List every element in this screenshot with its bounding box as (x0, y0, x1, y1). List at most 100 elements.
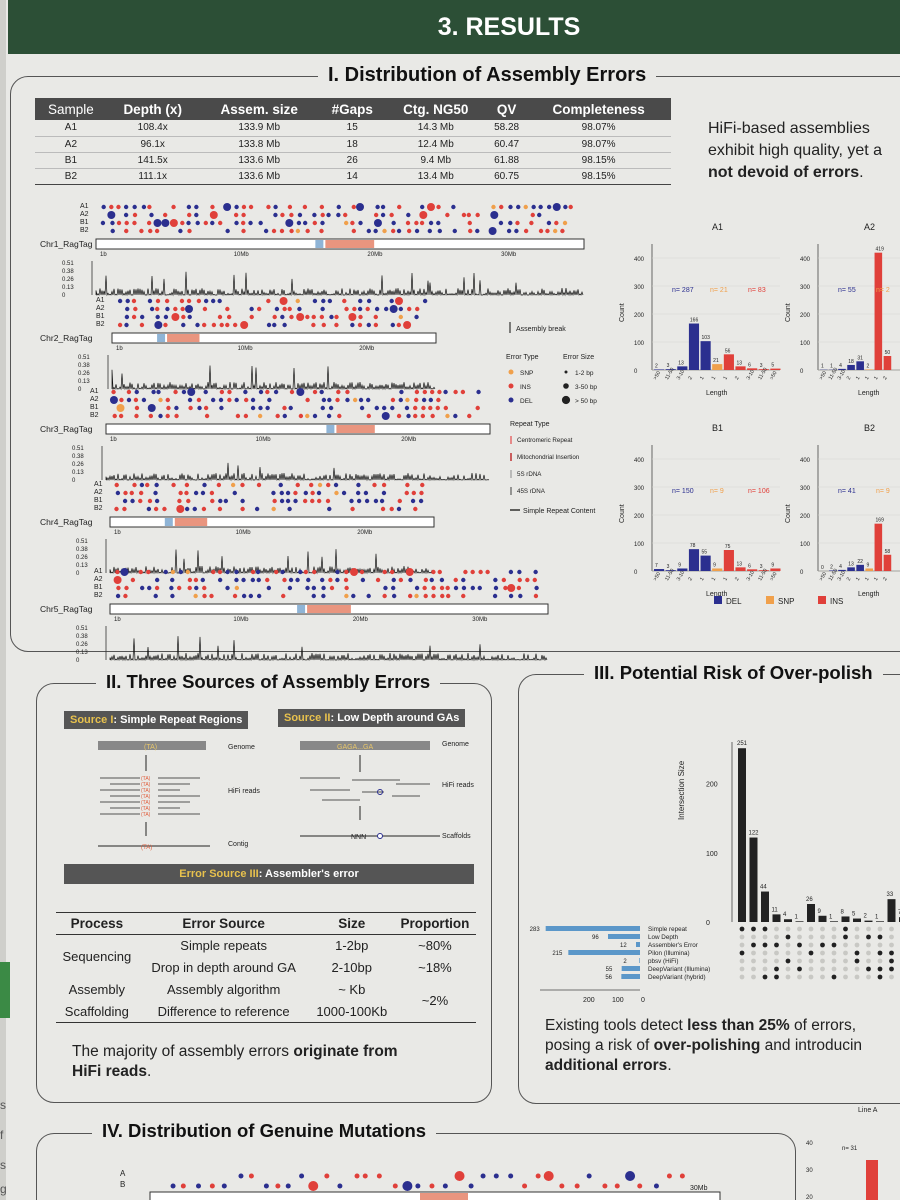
cell: ~18% (418, 960, 452, 975)
assembly-stats-table: Sample Depth (x) Assem. size #Gaps Ctg. NG50… (35, 98, 671, 185)
table-cell: 18 (319, 136, 385, 153)
corner-bar (866, 1160, 878, 1200)
table-row: A1 108.4x 133.9 Mb 15 14.3 Mb 58.28 98.07% (35, 120, 671, 137)
p3-bold: less than 25% (687, 1017, 790, 1034)
panel3-text: Existing tools detect less than 25% of e… (545, 1016, 900, 1076)
panel4-title: IV. Distribution of Genuine Mutations (92, 1120, 437, 1142)
side-glyph: g (0, 1182, 7, 1196)
table-cell: 60.47 (486, 136, 527, 153)
corner-annotation: n= 31 (842, 1146, 858, 1152)
table-cell: 141.5x (106, 152, 199, 169)
process-scaffolding: Scaffolding (64, 1003, 129, 1019)
section-header: 3. RESULTS (8, 0, 900, 54)
table-cell: 14.3 Mb (384, 120, 487, 137)
cell: 2-10bp (331, 960, 372, 975)
table-row: Sequencing Simple repeats 1-2bp ~80% (56, 935, 476, 964)
panel1-title: I. Distribution of Assembly Errors (318, 64, 657, 87)
table-row: B1 141.5x 133.6 Mb 26 9.4 Mb 61.88 98.15% (35, 152, 671, 169)
conclusion-end: . (146, 1063, 152, 1080)
table-cell: 26 (319, 152, 385, 169)
source1-label: Source I (70, 714, 114, 726)
source2-box: Source II: Low Depth around GAs (278, 709, 466, 727)
stats-header: Sample (35, 98, 107, 120)
table-cell: 98.07% (526, 120, 671, 137)
process-assembly: Assembly (68, 982, 126, 997)
table-cell: 9.4 Mb (384, 152, 487, 169)
panel3-title: III. Potential Risk of Over-polish (584, 662, 883, 684)
col-error-source: Error Source (137, 912, 310, 935)
table-cell: 61.88 (486, 152, 527, 169)
stats-header: Ctg. NG50 (384, 98, 487, 120)
source3-label: Error Source III (179, 868, 259, 880)
table-cell: 15 (319, 120, 385, 137)
summary-line1: HiFi-based assemblies (708, 120, 870, 137)
table-cell: 12.4 Mb (384, 136, 487, 153)
cell: 1-2bp (335, 938, 369, 954)
source3-desc: : Assembler's error (258, 868, 359, 880)
source1-box: Source I: Simple Repeat Regions (64, 711, 249, 729)
panel2-conclusion: The majority of assembly errors originat… (72, 1042, 482, 1082)
stats-header: Depth (x) (106, 98, 199, 120)
stats-header: Completeness (526, 98, 671, 120)
depth-ytick: 0 (76, 658, 80, 664)
table-row: Drop in depth around GA 2-10bp ~18% (56, 957, 476, 979)
table-cell: 133.6 Mb (198, 152, 320, 169)
cell: Simple repeats (180, 938, 268, 954)
table-row: A2 96.1x 133.8 Mb 18 12.4 Mb 60.47 98.07% (35, 136, 671, 153)
table-cell: 133.8 Mb (198, 136, 320, 153)
table-cell: 60.75 (486, 168, 527, 185)
merged-proportion: ~2% (421, 992, 449, 1008)
panel1-summary: HiFi-based assemblies exhibit high quali… (708, 118, 882, 184)
side-glyph: s (0, 1158, 6, 1172)
table-cell: 133.6 Mb (198, 168, 320, 185)
p3-text: Existing tools detect (545, 1017, 688, 1034)
table-cell: A1 (35, 120, 107, 137)
table-cell: 14 (319, 168, 385, 185)
cell: Drop in depth around GA (151, 960, 296, 975)
p3-text: of errors, (789, 1017, 857, 1034)
panel-three-sources (36, 683, 492, 1103)
table-cell: B1 (35, 152, 107, 169)
source1-desc: : Simple Repeat Regions (113, 714, 243, 726)
error-sources-table: Process Error Source Size Proportion Seq… (56, 912, 476, 1023)
corner-ytick: 30 (806, 1168, 813, 1174)
table-cell: 111.1x (106, 168, 199, 185)
table-cell: 58.28 (486, 120, 527, 137)
table-cell: B2 (35, 168, 107, 185)
table-row: B2 111.1x 133.6 Mb 14 13.4 Mb 60.75 98.15% (35, 168, 671, 185)
summary-end: . (859, 164, 864, 181)
summary-bold: not devoid of errors (708, 164, 860, 181)
conclusion-text: The majority of assembly errors (72, 1043, 290, 1060)
cell: Assembly algorithm (166, 982, 281, 997)
table-cell: 98.07% (526, 136, 671, 153)
table-row: Scaffolding Difference to reference 1000… (56, 1001, 476, 1023)
process-sequencing: Sequencing (62, 949, 132, 965)
source2-label: Source II (284, 712, 331, 724)
table-cell: 133.9 Mb (198, 120, 320, 137)
table-cell: 13.4 Mb (384, 168, 487, 185)
panel2-title: II. Three Sources of Assembly Errors (96, 671, 441, 693)
cell: Difference to reference (157, 1003, 290, 1019)
table-row: Assembly Assembly algorithm ~ Kb ~2% (56, 979, 476, 1008)
conclusion-bold2: HiFi reads (72, 1063, 147, 1080)
p3-text: posing a risk of (545, 1037, 654, 1054)
p3-text: and introducin (760, 1037, 863, 1054)
section-title: 3. RESULTS (437, 12, 581, 41)
conclusion-bold1: originate from (293, 1043, 398, 1060)
stats-header: Assem. size (198, 98, 320, 120)
table-cell: 98.15% (526, 152, 671, 169)
summary-line2: exhibit high quality, yet a (708, 142, 883, 159)
table-cell: 108.4x (106, 120, 199, 137)
left-edge-strip (0, 0, 6, 1200)
table-cell: 98.15% (526, 168, 671, 185)
p3-text: . (667, 1057, 672, 1074)
cell: 1000-100Kb (316, 1003, 388, 1019)
source2-desc: : Low Depth around GAs (330, 712, 460, 724)
corner-ytick: 20 (806, 1195, 813, 1200)
table-cell: 96.1x (106, 136, 199, 153)
p3-bold: additional errors (545, 1057, 668, 1074)
table-cell: A2 (35, 136, 107, 153)
stats-header: #Gaps (319, 98, 385, 120)
left-green-tab (0, 962, 10, 1018)
panel-genuine-mutations (36, 1133, 796, 1200)
